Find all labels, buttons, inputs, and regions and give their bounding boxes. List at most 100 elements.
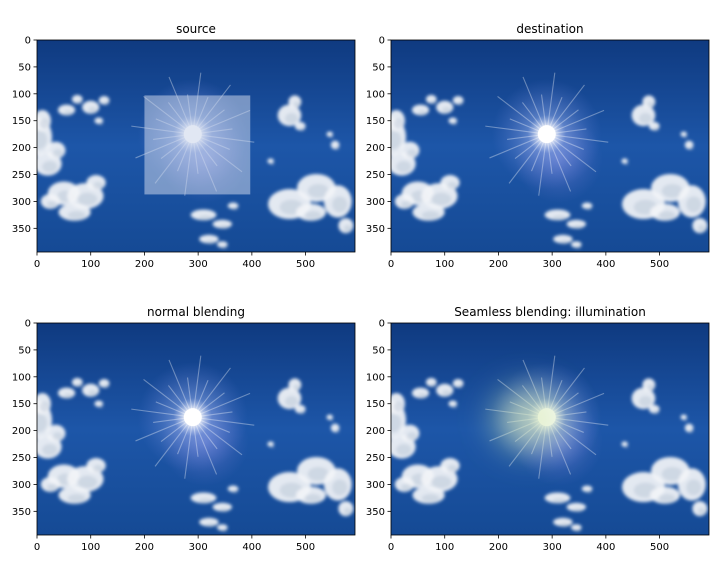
cloud-shadow: [647, 384, 655, 392]
cloud-shadow: [686, 196, 702, 213]
clouds: [391, 377, 708, 533]
image-1: [37, 40, 355, 252]
x-tick-label: 300: [543, 259, 562, 270]
sun-ray: [522, 76, 548, 135]
image-4: [391, 323, 709, 535]
axes-frame: [390, 322, 710, 536]
y-tick-label: 100: [12, 372, 31, 383]
cloud-shadow: [653, 409, 660, 415]
sun-ray: [485, 125, 547, 135]
cloud-shadow: [393, 118, 404, 130]
cloud-shadow: [37, 130, 48, 150]
sun-ray: [154, 416, 194, 467]
image-3: [37, 323, 355, 535]
y-tick-label: 350: [12, 224, 31, 235]
clouds: [37, 377, 354, 533]
cloud-shadow: [284, 395, 298, 407]
cloud-shadow: [87, 390, 98, 397]
y-tick-label: 50: [18, 345, 31, 356]
y-tick-label: 0: [25, 36, 31, 47]
cloud-shadow: [343, 507, 353, 516]
panel-3: 0 100 200 300 400 500 0 50 100 150 200 250 300 350 nor…: [12, 305, 356, 553]
x-tick-label: 200: [135, 542, 154, 553]
sun-ray: [546, 72, 556, 135]
panel-title: normal blending: [147, 305, 245, 319]
cloud-shadow: [284, 112, 298, 124]
cloud-shadow: [293, 384, 301, 392]
cloud-shadow: [430, 100, 437, 105]
cloud-shadow: [391, 413, 402, 433]
sun-ray: [546, 133, 597, 173]
x-tick-label: 0: [34, 542, 40, 553]
cloud-shadow: [42, 160, 58, 173]
y-tick-label: 250: [366, 170, 385, 181]
y-tick-label: 0: [379, 319, 385, 330]
cloud-shadow: [406, 149, 418, 158]
y-tick-label: 150: [366, 116, 385, 127]
cloud-shadow: [232, 207, 239, 211]
cloud-shadow: [430, 383, 437, 388]
cloud-shadow: [683, 135, 688, 139]
cloud-shadow: [87, 107, 98, 114]
y-tick-label: 300: [366, 480, 385, 491]
cloud-shadow: [638, 112, 652, 124]
panel-4: 0 100 200 300 400 500 0 50 100 150 200 250 300 350 Sea…: [366, 305, 710, 553]
cloud-shadow: [559, 239, 571, 245]
cloud-shadow: [205, 522, 217, 528]
cloud-blob: [680, 131, 687, 137]
cloud-shadow: [573, 507, 584, 513]
sun-ray: [135, 416, 193, 442]
cloud-shadow: [47, 483, 58, 492]
cloud-shadow: [39, 118, 50, 130]
x-tick-label: 500: [650, 542, 669, 553]
x-tick-label: 100: [435, 542, 454, 553]
cloud-shadow: [391, 130, 402, 150]
cloud-shadow: [697, 224, 707, 233]
x-tick-label: 0: [388, 259, 394, 270]
sun-ray: [546, 133, 609, 143]
cloud-shadow: [396, 443, 412, 456]
x-tick-label: 400: [596, 542, 615, 553]
clouds: [391, 94, 708, 250]
y-tick-label: 350: [366, 507, 385, 518]
y-tick-label: 150: [366, 399, 385, 410]
sun-ray: [143, 379, 194, 418]
sun: [485, 72, 609, 204]
panel-1: 0 100 200 300 400 500 0 50 100 150 200 250 300 350 sou…: [12, 22, 356, 270]
y-tick-label: 0: [379, 36, 385, 47]
cloud-blob: [621, 158, 628, 164]
illumination-glow: [480, 375, 577, 464]
sun-ray: [168, 359, 194, 418]
x-tick-label: 0: [34, 259, 40, 270]
sun-ray: [489, 133, 547, 159]
cloud-shadow: [103, 101, 110, 106]
cloud-shadow: [683, 418, 688, 422]
cloud-shadow: [67, 210, 86, 220]
cloud-shadow: [343, 224, 353, 233]
cloud-shadow: [232, 490, 239, 494]
cloud-shadow: [37, 413, 48, 433]
cloud-shadow: [697, 507, 707, 516]
y-tick-label: 250: [12, 453, 31, 464]
cloud-shadow: [647, 101, 655, 109]
sun-ray: [184, 417, 194, 479]
sun-ray: [192, 416, 218, 475]
cloud-shadow: [396, 160, 412, 173]
x-tick-label: 500: [296, 542, 315, 553]
x-tick-label: 400: [242, 542, 261, 553]
cloud-shadow: [77, 192, 98, 206]
cloud-shadow: [446, 181, 458, 190]
sun-core: [537, 125, 556, 144]
cloud-shadow: [77, 475, 98, 489]
y-tick-label: 100: [12, 89, 31, 100]
cloud-shadow: [446, 464, 458, 473]
cloud-shadow: [92, 464, 104, 473]
cloud-shadow: [293, 101, 301, 109]
cloud-blob: [326, 131, 333, 137]
cloud-shadow: [219, 507, 230, 513]
y-tick-label: 100: [366, 89, 385, 100]
cloud-blob: [326, 414, 333, 420]
cloud-shadow: [401, 200, 412, 209]
y-tick-label: 50: [372, 62, 385, 73]
y-tick-label: 200: [12, 426, 31, 437]
